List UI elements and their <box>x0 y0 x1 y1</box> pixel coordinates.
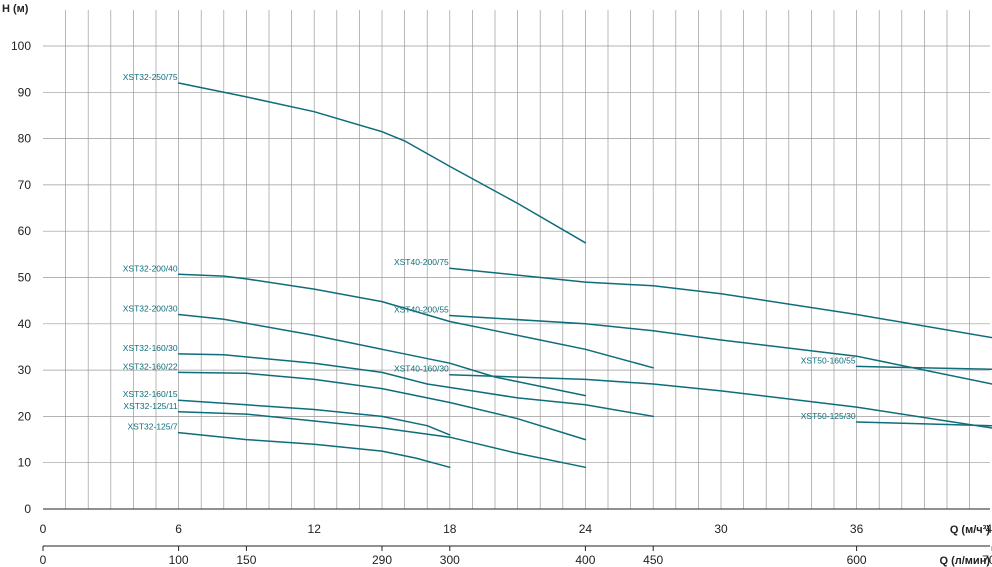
pump-curve-label: XST40-160/30 <box>394 364 449 374</box>
x-secondary-tick-label: 0 <box>40 553 47 567</box>
x-tick-label: 36 <box>850 522 864 536</box>
x-tick-label: 6 <box>175 522 182 536</box>
y-tick-label: 20 <box>18 409 32 423</box>
pump-curve-labels: XST32-250/75 XST32-200/40 XST32-200/30 XST3… <box>123 72 856 432</box>
y-tick-label: 0 <box>24 502 31 516</box>
pump-curve-line <box>177 353 654 418</box>
y-tick-label: 10 <box>18 456 32 470</box>
pump-curve-label: XST32-160/22 <box>123 361 178 371</box>
pump-curve-line <box>177 82 587 244</box>
pump-curve-label: XST32-125/11 <box>123 401 177 411</box>
vertical-gridlines <box>65 10 970 509</box>
x-tick-label: 12 <box>308 522 322 536</box>
x-secondary-tick-label: 700 <box>982 553 992 567</box>
y-tick-label: 40 <box>18 317 32 331</box>
pump-curve-line <box>177 431 451 469</box>
y-tick-label: 30 <box>18 363 32 377</box>
x-tick-label: 18 <box>443 522 457 536</box>
x-tick-label: 0 <box>40 522 47 536</box>
pump-curves <box>177 82 992 469</box>
pump-curve-label: XST50-160/55 <box>801 355 856 365</box>
x-secondary-tick-label: 290 <box>372 553 392 567</box>
x-axis-ticks: 061218243036424854606672 <box>40 522 992 536</box>
x-secondary-tick-label: 450 <box>643 553 663 567</box>
pump-curve-line <box>177 273 654 369</box>
pump-curve-line <box>177 399 451 436</box>
x-tick-label: 30 <box>714 522 728 536</box>
pump-curve-label: XST40-200/75 <box>394 257 449 267</box>
pump-curve-label: XST40-200/55 <box>394 304 449 314</box>
y-tick-label: 90 <box>18 85 32 99</box>
pump-curve-label: XST32-200/30 <box>123 304 178 314</box>
y-tick-label: 80 <box>18 132 32 146</box>
y-tick-label: 70 <box>18 178 32 192</box>
pump-curve-line <box>449 314 992 385</box>
x-secondary-tick-label: 300 <box>440 553 460 567</box>
pump-curve-line <box>449 373 992 429</box>
pump-curve-line <box>449 267 992 339</box>
x-secondary-tick-label: 150 <box>236 553 256 567</box>
pump-curve-label: XST32-250/75 <box>123 72 178 82</box>
x-secondary-tick-label: 600 <box>847 553 867 567</box>
pump-curve-label: XST32-200/40 <box>123 263 178 273</box>
y-axis-ticks: 0 10 20 30 40 50 60 70 80 90 100 <box>11 39 31 516</box>
pump-curve-line <box>855 421 992 427</box>
y-tick-label: 50 <box>18 271 32 285</box>
x-secondary-axis-ticks: 01001502903004004506007008009001200 <box>40 546 992 567</box>
y-axis-title: H (м) <box>2 3 29 15</box>
pump-curve-line <box>177 411 587 469</box>
pump-curve-label: XST32-125/7 <box>128 422 178 432</box>
pump-curve-label: XST50-125/30 <box>801 411 856 421</box>
pump-curve-line <box>177 371 587 441</box>
x-secondary-tick-label: 100 <box>169 553 189 567</box>
x-axis-title: Q (м/ч³) <box>950 524 991 536</box>
x-secondary-axis-title: Q (л/мин) <box>939 555 990 567</box>
y-tick-label: 60 <box>18 224 32 238</box>
x-tick-label: 24 <box>579 522 593 536</box>
pump-curve-label: XST32-160/30 <box>123 343 178 353</box>
x-tick-label: 42 <box>986 522 992 536</box>
pump-curve-label: XST32-160/15 <box>123 389 178 399</box>
y-tick-label: 100 <box>11 39 31 53</box>
horizontal-gridlines <box>43 45 990 464</box>
x-secondary-tick-label: 400 <box>575 553 595 567</box>
